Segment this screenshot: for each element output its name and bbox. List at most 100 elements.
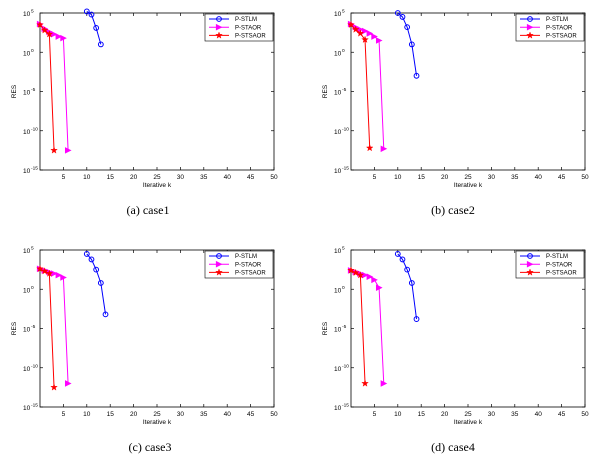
data-point-marker: [50, 383, 58, 391]
data-point-marker: [102, 311, 109, 318]
data-point-marker: [60, 274, 67, 281]
x-tick-label: 5: [373, 411, 377, 418]
x-tick-label: 20: [441, 174, 449, 181]
x-tick-label: 10: [394, 174, 402, 181]
data-point-marker: [408, 280, 415, 286]
legend-marker: [526, 268, 534, 276]
data-point-marker: [40, 267, 49, 275]
x-tick-label: 50: [270, 411, 278, 418]
legend-marker: [526, 260, 534, 268]
y-tick-label-exp: -15: [31, 166, 38, 172]
x-tick-label: 10: [83, 411, 91, 418]
y-tick-label-base: 10: [23, 50, 31, 57]
x-tick-label: 50: [270, 174, 278, 181]
data-point-marker: [371, 33, 378, 40]
y-tick-label-exp: 5: [342, 246, 345, 252]
data-point-marker: [36, 20, 44, 29]
legend-marker: [215, 23, 223, 31]
x-tick-label: 20: [130, 174, 138, 181]
legend-entry-label: P-STAOR: [546, 262, 573, 268]
data-point-marker: [356, 271, 365, 279]
data-point-marker: [380, 380, 388, 387]
y-tick-label-exp: 5: [31, 246, 34, 252]
data-point-marker: [97, 41, 104, 48]
data-point-marker: [36, 264, 44, 273]
x-tick-label: 50: [581, 411, 589, 418]
x-tick-label: 35: [200, 174, 208, 181]
y-tick-label-exp: -15: [342, 403, 349, 409]
data-point-marker: [83, 251, 90, 257]
x-tick-label: 25: [153, 411, 161, 418]
y-tick-label-exp: -10: [342, 126, 349, 132]
x-tick-label: 45: [558, 174, 566, 181]
y-tick-label-base: 10: [334, 168, 342, 175]
y-axis-label: RES: [11, 321, 18, 335]
y-tick-label-exp: -15: [342, 166, 349, 172]
data-point-marker: [55, 271, 63, 279]
series-line: [39, 24, 55, 151]
y-tick-label-exp: 5: [31, 9, 34, 15]
x-tick-label: 40: [224, 174, 232, 181]
series-p-stlm: [394, 251, 420, 322]
y-tick-label-base: 10: [334, 90, 342, 97]
data-point-marker: [366, 30, 374, 37]
legend-entry-label: P-STAOR: [235, 25, 262, 31]
series-p-stsaor: [36, 20, 58, 154]
x-tick-label: 15: [418, 174, 426, 181]
series-p-stsaor: [36, 264, 58, 391]
legend-marker: [216, 16, 222, 22]
data-point-marker: [347, 20, 355, 29]
y-axis-label: RES: [322, 321, 329, 335]
x-tick-label: 5: [373, 174, 377, 181]
x-tick-label: 45: [247, 411, 255, 418]
legend-marker: [527, 253, 533, 259]
data-point-marker: [93, 25, 100, 31]
legend-marker: [526, 23, 534, 31]
y-tick-label-base: 10: [23, 287, 31, 294]
x-tick-label: 25: [153, 174, 161, 181]
y-tick-label-exp: -10: [31, 126, 38, 132]
x-tick-label: 40: [535, 411, 543, 418]
x-tick-label: 5: [62, 411, 66, 418]
legend-marker: [526, 31, 534, 39]
y-tick-label-exp: -5: [31, 324, 36, 330]
y-tick-label-base: 10: [23, 168, 31, 175]
data-point-marker: [55, 33, 63, 40]
y-tick-label-base: 10: [334, 327, 342, 334]
x-tick-label: 30: [177, 411, 185, 418]
y-tick-label-base: 10: [334, 405, 342, 412]
data-point-marker: [394, 10, 401, 16]
data-point-marker: [347, 266, 355, 274]
data-point-marker: [394, 251, 401, 257]
x-tick-label: 5: [62, 174, 66, 181]
y-tick-label-base: 10: [23, 11, 31, 18]
x-axis-label: Iterative k: [454, 419, 483, 426]
y-tick-label-base: 10: [334, 129, 342, 136]
series-p-stlm: [394, 10, 420, 79]
legend-entry-label: P-STLM: [235, 254, 257, 260]
x-tick-label: 40: [535, 174, 543, 181]
y-tick-label-exp: 5: [342, 9, 345, 15]
y-tick-label-exp: 0: [342, 285, 345, 291]
y-tick-label-exp: -5: [342, 324, 347, 330]
data-point-marker: [365, 144, 374, 152]
data-point-marker: [399, 256, 406, 263]
data-point-marker: [60, 34, 67, 42]
data-point-marker: [97, 280, 104, 286]
y-tick-label-base: 10: [23, 405, 31, 412]
legend-entry-label: P-STLM: [546, 17, 568, 23]
legend-entry-label: P-STSAOR: [235, 271, 266, 277]
x-tick-label: 20: [441, 411, 449, 418]
x-axis-label: Iterative k: [143, 419, 172, 426]
y-tick-label-base: 10: [23, 248, 31, 255]
data-point-marker: [413, 72, 420, 79]
series-p-stlm: [83, 8, 104, 48]
x-tick-label: 15: [107, 174, 115, 181]
data-point-marker: [64, 147, 72, 154]
legend: P-STLM P-STAOR P-STSAOR: [204, 250, 274, 279]
panel-caption: (d) case4: [431, 440, 475, 454]
x-tick-label: 45: [558, 411, 566, 418]
